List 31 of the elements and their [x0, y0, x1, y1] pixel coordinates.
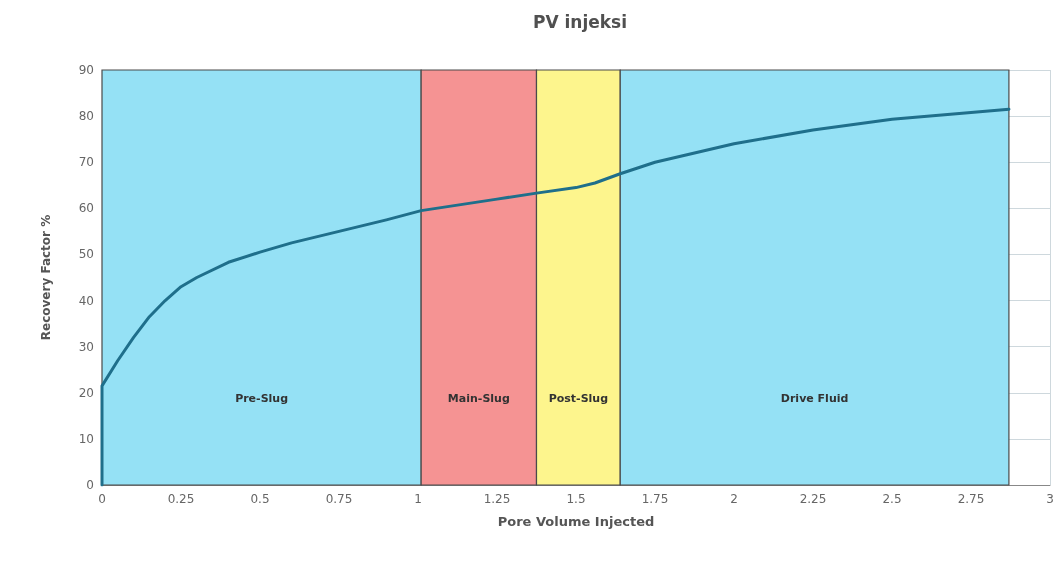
x-tick-label: 2 — [730, 492, 738, 506]
y-tick-label: 10 — [78, 431, 94, 446]
y-tick-label: 20 — [78, 385, 94, 400]
x-tick-label: 0.5 — [250, 492, 270, 506]
x-tick-label: 2.75 — [957, 492, 985, 506]
y-tick-label: 30 — [78, 339, 94, 354]
band-label: Main-Slug — [447, 391, 510, 405]
y-tick-label: 40 — [78, 293, 94, 308]
x-tick-label: 3 — [1046, 492, 1054, 506]
x-tick-label: 0 — [98, 492, 106, 506]
x-tick-label: 1.5 — [566, 492, 586, 506]
x-tick-label: 2.25 — [799, 492, 827, 506]
chart-title: PV injeksi — [532, 11, 628, 32]
y-tick-label: 0 — [86, 478, 94, 492]
x-tick-label: 2.5 — [882, 492, 902, 506]
band-label: Drive Fluid — [780, 391, 849, 405]
x-tick-label: 0.75 — [325, 492, 353, 506]
x-tick-label: 1.25 — [483, 492, 511, 506]
y-tick-label: 50 — [78, 247, 94, 262]
y-tick-label: 70 — [78, 155, 94, 170]
y-axis-title: Recovery Factor % — [39, 214, 53, 341]
band-label: Post-Slug — [548, 391, 609, 405]
x-tick-label: 0.25 — [167, 492, 195, 506]
y-tick-label: 80 — [78, 109, 94, 124]
x-tick-label: 1 — [414, 492, 422, 506]
x-tick-label: 1.75 — [641, 492, 669, 506]
y-tick-label: 90 — [78, 63, 94, 77]
line-series — [100, 107, 1011, 487]
y-tick-label: 60 — [78, 201, 94, 216]
x-axis-title: Pore Volume Injected — [497, 514, 655, 529]
band-label: Pre-Slug — [235, 391, 289, 405]
